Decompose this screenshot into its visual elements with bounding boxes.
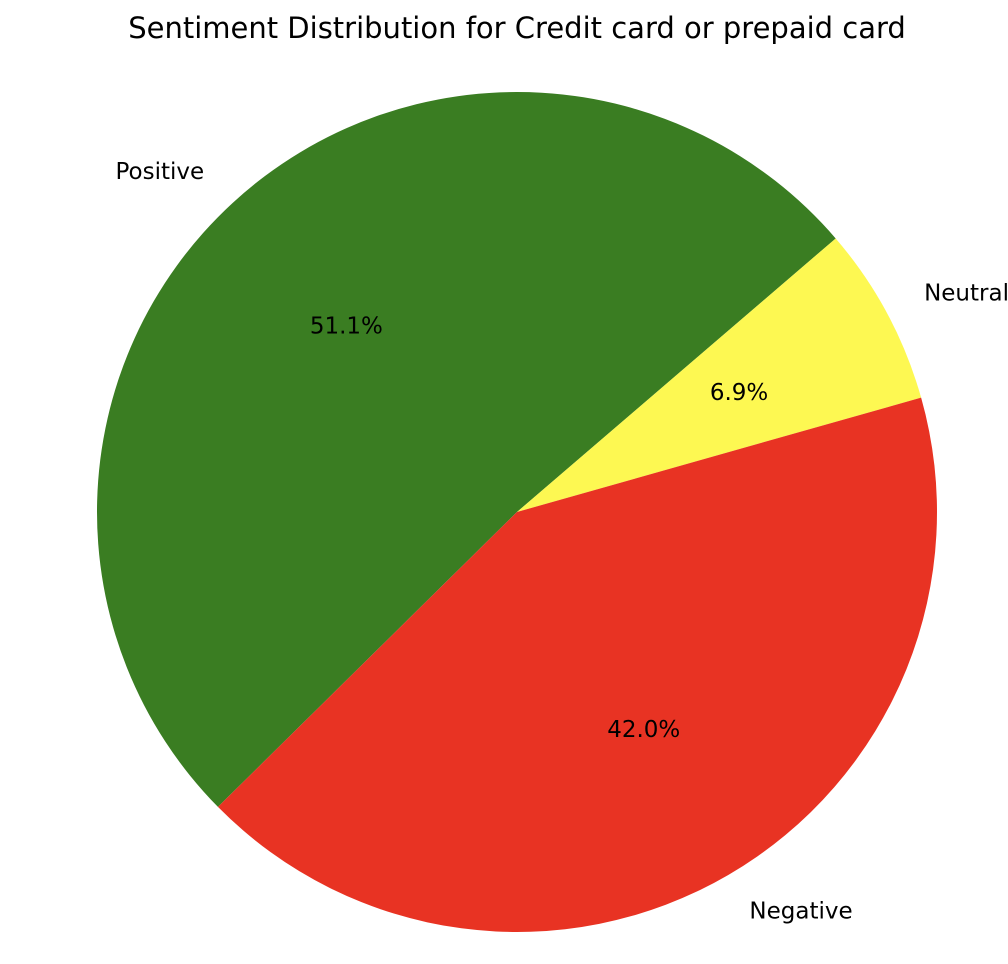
- chart-title: Sentiment Distribution for Credit card o…: [128, 11, 906, 45]
- slice-label-negative: Negative: [749, 898, 852, 924]
- pie-slice-neutral: [517, 238, 922, 512]
- slice-percent-positive: 51.1%: [310, 314, 383, 340]
- pie-slice-positive: [97, 92, 836, 807]
- slice-label-positive: Positive: [115, 159, 204, 185]
- pie-slices: [97, 92, 937, 932]
- pie-slice-negative: [217, 397, 937, 932]
- slice-percent-neutral: 6.9%: [710, 380, 768, 406]
- slice-label-neutral: Neutral: [924, 281, 1008, 307]
- pie-labels: Positive 51.1% Neutral 6.9% Negative 42.0%: [115, 159, 1008, 924]
- slice-percent-negative: 42.0%: [607, 717, 680, 743]
